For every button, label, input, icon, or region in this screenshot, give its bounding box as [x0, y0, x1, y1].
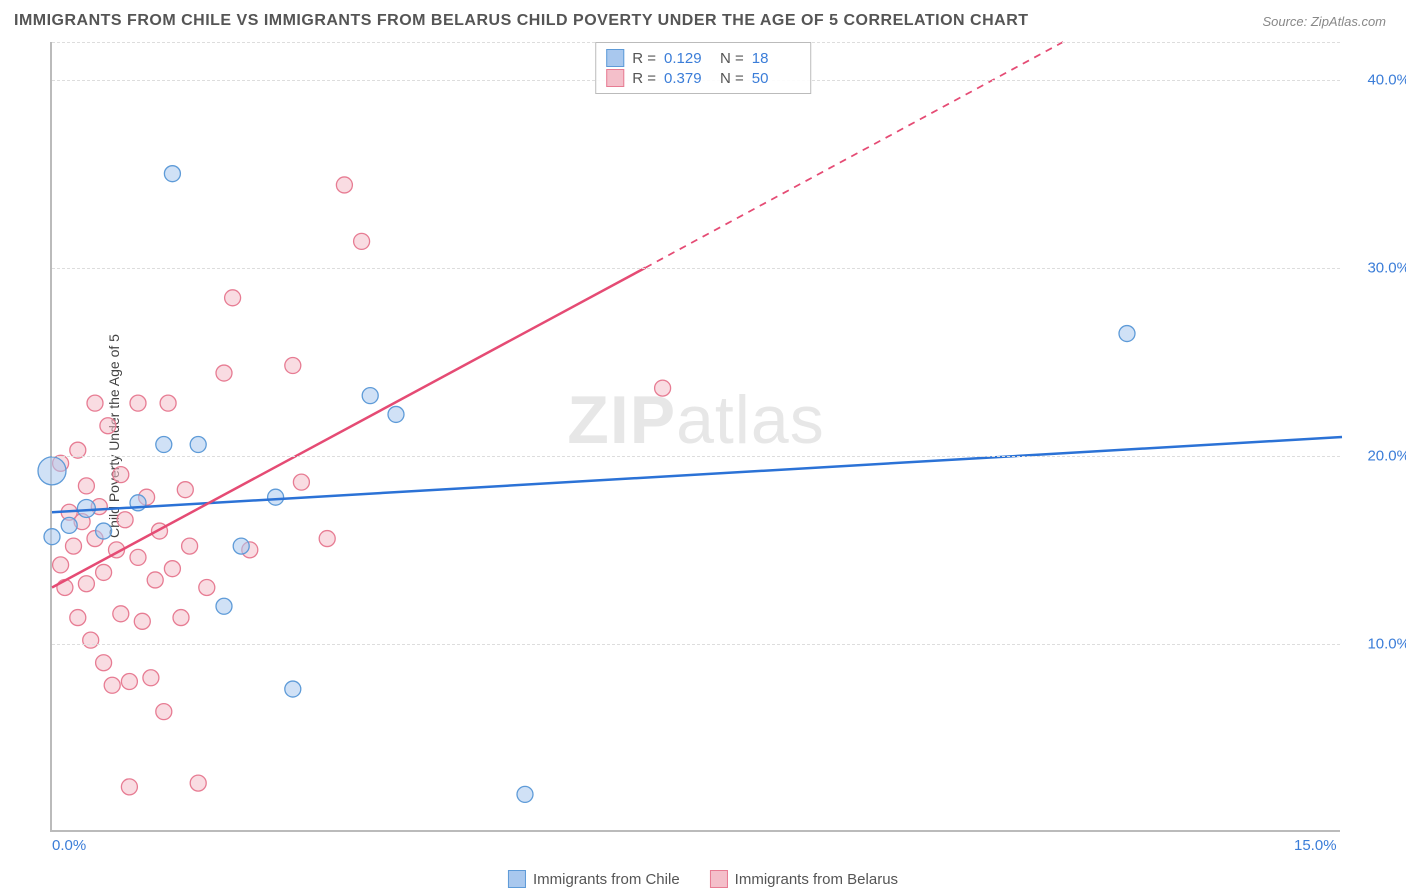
plot-svg — [52, 42, 1340, 830]
data-point-belarus — [190, 775, 206, 791]
gridline — [52, 644, 1340, 645]
data-point-chile — [517, 786, 533, 802]
legend-row-belarus: R = 0.379 N = 50 — [606, 69, 800, 87]
data-point-belarus — [66, 538, 82, 554]
data-point-belarus — [121, 779, 137, 795]
r-label: R = — [632, 70, 656, 87]
data-point-belarus — [182, 538, 198, 554]
data-point-belarus — [147, 572, 163, 588]
data-point-chile — [38, 457, 66, 485]
regression-line-belarus — [52, 268, 645, 588]
gridline — [52, 268, 1340, 269]
y-tick-label: 30.0% — [1350, 259, 1406, 276]
data-point-chile — [216, 598, 232, 614]
chart-title: IMMIGRANTS FROM CHILE VS IMMIGRANTS FROM… — [14, 12, 1029, 30]
swatch-belarus-icon — [710, 870, 728, 888]
data-point-belarus — [113, 467, 129, 483]
n-value-chile: 18 — [752, 50, 800, 67]
data-point-chile — [156, 437, 172, 453]
legend-label-belarus: Immigrants from Belarus — [735, 871, 898, 888]
data-point-chile — [233, 538, 249, 554]
legend-item-belarus: Immigrants from Belarus — [710, 870, 898, 888]
data-point-belarus — [354, 233, 370, 249]
data-point-belarus — [70, 610, 86, 626]
swatch-chile-icon — [508, 870, 526, 888]
legend-series: Immigrants from Chile Immigrants from Be… — [508, 870, 898, 888]
data-point-chile — [61, 517, 77, 533]
data-point-belarus — [100, 418, 116, 434]
data-point-belarus — [319, 531, 335, 547]
x-tick-label: 0.0% — [52, 837, 86, 854]
data-point-belarus — [113, 606, 129, 622]
data-point-belarus — [164, 561, 180, 577]
r-label: R = — [632, 50, 656, 67]
swatch-belarus — [606, 69, 624, 87]
swatch-chile — [606, 49, 624, 67]
legend-item-chile: Immigrants from Chile — [508, 870, 680, 888]
r-value-chile: 0.129 — [664, 50, 712, 67]
n-label: N = — [720, 50, 744, 67]
data-point-belarus — [121, 674, 137, 690]
data-point-belarus — [78, 576, 94, 592]
data-point-belarus — [177, 482, 193, 498]
data-point-belarus — [87, 395, 103, 411]
data-point-belarus — [134, 613, 150, 629]
y-tick-label: 40.0% — [1350, 71, 1406, 88]
data-point-belarus — [225, 290, 241, 306]
data-point-belarus — [130, 395, 146, 411]
data-point-belarus — [336, 177, 352, 193]
data-point-belarus — [655, 380, 671, 396]
data-point-belarus — [199, 579, 215, 595]
data-point-chile — [44, 529, 60, 545]
legend-correlation: R = 0.129 N = 18 R = 0.379 N = 50 — [595, 42, 811, 94]
data-point-belarus — [53, 557, 69, 573]
data-point-belarus — [293, 474, 309, 490]
data-point-chile — [77, 499, 95, 517]
data-point-belarus — [285, 358, 301, 374]
data-point-belarus — [96, 655, 112, 671]
data-point-chile — [268, 489, 284, 505]
n-value-belarus: 50 — [752, 70, 800, 87]
plot-area: Child Poverty Under the Age of 5 ZIPatla… — [50, 42, 1340, 832]
data-point-belarus — [156, 704, 172, 720]
data-point-belarus — [143, 670, 159, 686]
r-value-belarus: 0.379 — [664, 70, 712, 87]
data-point-chile — [190, 437, 206, 453]
data-point-belarus — [130, 549, 146, 565]
legend-label-chile: Immigrants from Chile — [533, 871, 680, 888]
data-point-chile — [1119, 326, 1135, 342]
data-point-chile — [164, 166, 180, 182]
data-point-chile — [285, 681, 301, 697]
data-point-belarus — [83, 632, 99, 648]
x-tick-label: 15.0% — [1294, 837, 1337, 854]
y-tick-label: 20.0% — [1350, 447, 1406, 464]
data-point-belarus — [173, 610, 189, 626]
data-point-belarus — [216, 365, 232, 381]
data-point-chile — [96, 523, 112, 539]
data-point-belarus — [96, 564, 112, 580]
regression-line-chile — [52, 437, 1342, 512]
n-label: N = — [720, 70, 744, 87]
y-tick-label: 10.0% — [1350, 635, 1406, 652]
source-label: Source: ZipAtlas.com — [1262, 14, 1386, 29]
data-point-belarus — [78, 478, 94, 494]
data-point-belarus — [104, 677, 120, 693]
data-point-chile — [388, 406, 404, 422]
gridline — [52, 456, 1340, 457]
data-point-belarus — [117, 512, 133, 528]
data-point-chile — [362, 388, 378, 404]
legend-row-chile: R = 0.129 N = 18 — [606, 49, 800, 67]
data-point-belarus — [160, 395, 176, 411]
